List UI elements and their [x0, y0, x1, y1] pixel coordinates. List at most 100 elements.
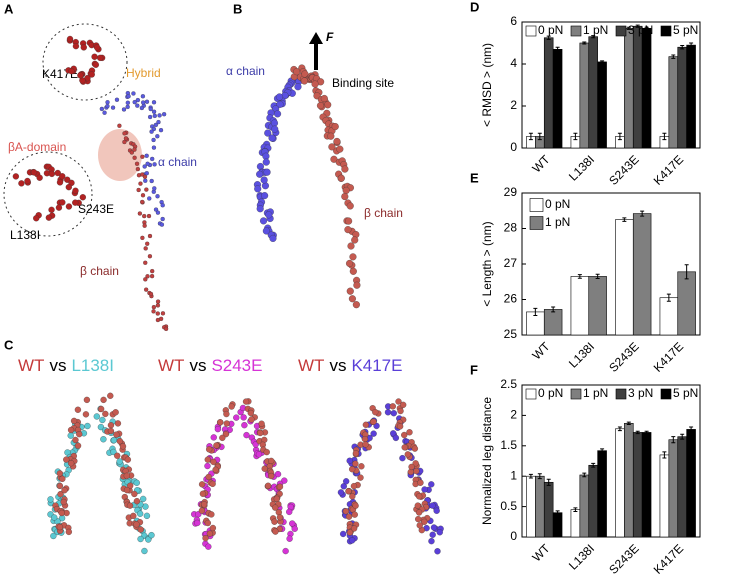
bead: [141, 100, 146, 105]
bead: [140, 193, 146, 198]
bead: [271, 125, 279, 133]
error-bar: [671, 54, 676, 59]
bead: [413, 467, 420, 475]
bead: [97, 405, 105, 413]
bead: [353, 281, 361, 289]
bead: [345, 217, 353, 225]
legend-swatch: [570, 388, 582, 400]
bead: [110, 437, 118, 444]
bead: [110, 448, 117, 456]
bead: [151, 137, 156, 143]
bead: [126, 94, 131, 99]
bead: [60, 498, 67, 506]
bar: [641, 27, 652, 149]
x-tick-label: S243E: [606, 541, 641, 576]
bead: [261, 465, 268, 472]
panel-label: E: [470, 170, 479, 185]
error-bar: [680, 433, 685, 440]
bar: [535, 475, 545, 538]
bar: [624, 423, 634, 538]
y-tick-label: 25: [504, 327, 518, 341]
bead: [337, 489, 345, 496]
annotation: S243E: [78, 202, 114, 216]
x-tick-label: L138I: [566, 541, 597, 572]
bead: [241, 422, 248, 429]
bead: [144, 187, 149, 192]
y-tick-label: 0: [510, 140, 517, 154]
bar: [668, 439, 679, 538]
bead: [107, 422, 115, 429]
bar: [641, 432, 652, 538]
bead: [144, 287, 149, 292]
bead: [256, 205, 264, 213]
bead: [112, 409, 119, 416]
bead: [351, 236, 359, 244]
annotation: β chain: [80, 264, 119, 278]
bead: [416, 493, 423, 500]
legend-swatch: [529, 198, 544, 212]
bead: [272, 504, 279, 511]
bead: [74, 406, 82, 413]
x-tick-label: K417E: [651, 339, 686, 374]
bead: [397, 407, 404, 415]
bead: [258, 420, 265, 427]
bead: [276, 100, 284, 108]
bead: [67, 460, 75, 467]
bead: [213, 442, 220, 449]
bead: [155, 299, 161, 304]
bead: [48, 170, 55, 178]
bead: [148, 291, 154, 297]
bead: [160, 311, 166, 316]
bead: [76, 431, 83, 438]
bead: [133, 479, 140, 486]
bead: [61, 487, 68, 494]
bead: [138, 181, 143, 186]
legend-swatch: [660, 25, 672, 37]
bead: [264, 129, 272, 137]
bead: [144, 171, 149, 176]
bead: [59, 199, 66, 206]
bead: [135, 166, 141, 172]
bead: [153, 122, 159, 128]
bead: [99, 416, 106, 424]
y-tick-label: 1.5: [500, 438, 517, 452]
bead: [137, 211, 143, 216]
bead: [261, 192, 269, 200]
bead: [142, 213, 147, 219]
error-bar: [689, 42, 694, 48]
bead: [151, 100, 157, 105]
bead: [428, 481, 435, 488]
bead: [262, 227, 270, 235]
bead: [18, 180, 25, 187]
error-bar: [662, 451, 667, 459]
bead: [401, 444, 408, 451]
y-tick-label: 29: [504, 185, 518, 199]
bar: [615, 219, 634, 336]
bead: [140, 495, 147, 503]
bead: [155, 317, 161, 323]
legend-label: 0 pN: [538, 23, 563, 37]
bar: [570, 276, 590, 336]
y-tick-label: 0.5: [500, 499, 517, 513]
bead: [349, 466, 356, 473]
error-bar: [600, 60, 605, 64]
bead: [151, 305, 157, 310]
bead: [210, 458, 217, 466]
error-bar: [671, 436, 676, 444]
legend-swatch: [529, 216, 544, 230]
bead: [362, 421, 370, 428]
annotation: Hybrid: [126, 66, 161, 80]
error-bar: [635, 430, 640, 435]
bead: [240, 414, 247, 421]
bead: [131, 91, 136, 96]
bead: [158, 128, 164, 133]
bead: [392, 434, 400, 442]
bead: [72, 187, 79, 194]
bead: [155, 194, 160, 199]
bar: [632, 25, 643, 149]
bead: [125, 104, 130, 110]
bead: [99, 106, 104, 112]
bead: [223, 420, 230, 427]
bead: [346, 287, 354, 295]
bead: [209, 524, 217, 532]
